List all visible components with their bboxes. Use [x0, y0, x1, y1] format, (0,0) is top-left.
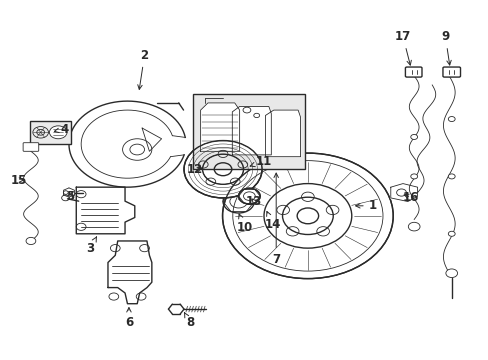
Text: 12: 12: [186, 163, 203, 176]
Text: 7: 7: [272, 173, 280, 266]
Polygon shape: [265, 110, 300, 157]
Circle shape: [445, 269, 457, 278]
FancyBboxPatch shape: [405, 67, 421, 77]
Text: 8: 8: [184, 313, 194, 329]
Polygon shape: [108, 241, 152, 304]
Text: 17: 17: [394, 30, 410, 65]
Text: 13: 13: [245, 195, 262, 208]
Text: 5: 5: [66, 190, 74, 203]
Circle shape: [238, 188, 260, 204]
Text: 10: 10: [236, 214, 252, 234]
Polygon shape: [390, 184, 417, 202]
Text: 3: 3: [86, 237, 96, 255]
Circle shape: [447, 231, 454, 236]
Circle shape: [407, 222, 419, 231]
Circle shape: [447, 117, 454, 122]
Polygon shape: [232, 107, 271, 155]
Text: 16: 16: [402, 191, 419, 204]
Text: 1: 1: [355, 199, 376, 212]
Text: 15: 15: [11, 174, 27, 186]
Bar: [193, 94, 305, 169]
Circle shape: [447, 174, 454, 179]
Circle shape: [410, 174, 417, 179]
Text: 4: 4: [54, 122, 69, 136]
Circle shape: [222, 153, 392, 279]
Text: 6: 6: [124, 307, 133, 329]
Circle shape: [49, 126, 67, 139]
Text: 14: 14: [264, 211, 281, 231]
Circle shape: [183, 140, 262, 198]
Text: 9: 9: [440, 30, 450, 65]
Polygon shape: [76, 187, 135, 234]
Text: 2: 2: [138, 49, 148, 89]
Circle shape: [410, 134, 417, 139]
Polygon shape: [200, 103, 239, 151]
FancyBboxPatch shape: [23, 143, 39, 151]
FancyBboxPatch shape: [442, 67, 460, 77]
Circle shape: [26, 237, 36, 244]
Bar: [30, 121, 71, 144]
Text: 11: 11: [250, 155, 272, 168]
